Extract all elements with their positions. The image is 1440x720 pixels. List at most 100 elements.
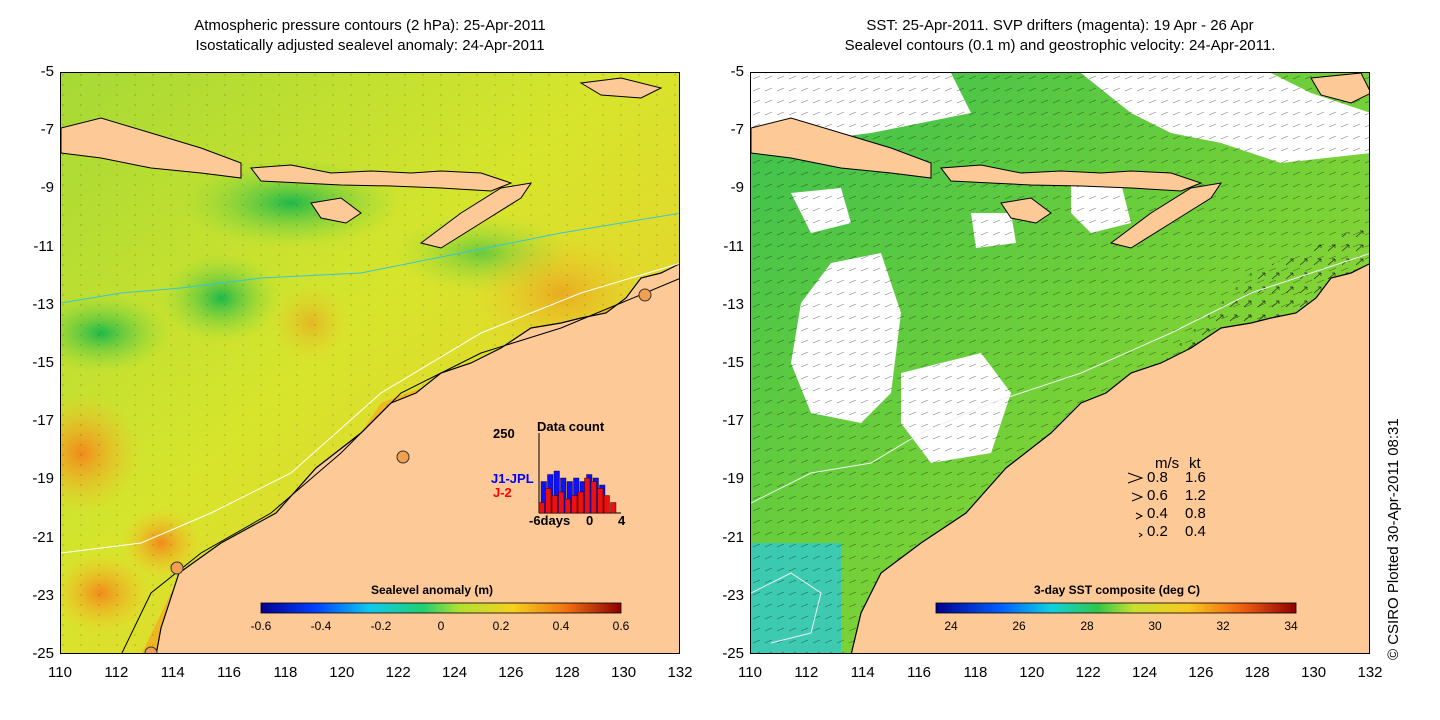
x-axis-label: 122	[385, 664, 411, 681]
legend-header-ms: m/s	[1155, 455, 1180, 472]
j2-series-label: J-2	[493, 485, 512, 500]
j2-count-bar	[597, 488, 604, 514]
legend-ms-1: 0.6	[1147, 487, 1168, 504]
y-axis-label: -23	[32, 586, 54, 604]
inset-xtick-4: 4	[618, 513, 626, 528]
java-island	[61, 117, 242, 179]
sealevel-anomaly-map: Data count 250 J1-JPL J-2 -6days 0 4 Sea…	[60, 72, 680, 654]
x-axis-label: 132	[667, 664, 693, 681]
j2-count-bar	[603, 495, 610, 514]
legend-header-kt: kt	[1189, 455, 1201, 472]
y-axis-label: -7	[730, 121, 744, 139]
y-axis-label: -11	[723, 237, 744, 255]
australia-landmass	[155, 263, 679, 653]
right-title-line2: Sealevel contours (0.1 m) and geostrophi…	[844, 37, 1276, 54]
j2-count-bar	[538, 502, 545, 514]
colorbar-tick-label: -0.2	[370, 619, 392, 633]
timor-island	[419, 182, 533, 249]
y-axis-label: -21	[722, 528, 744, 546]
right-colorbar-title: 3-day SST composite (deg C)	[1034, 583, 1201, 597]
x-axis-label: 126	[498, 664, 524, 681]
j2-count-bar	[558, 491, 565, 514]
sealevel-contour-line	[61, 263, 679, 554]
tide-station-marker[interactable]	[170, 561, 184, 575]
x-axis-label: 120	[329, 664, 355, 681]
colorbar-tick-label: 0.2	[492, 619, 510, 633]
x-axis-label: 110	[738, 664, 762, 681]
tide-station-marker[interactable]	[396, 450, 410, 464]
legend-kt-1: 1.2	[1185, 487, 1206, 504]
lesser-sunda-islands	[940, 164, 1203, 192]
x-axis-label: 130	[1301, 664, 1327, 681]
australia-landmass	[850, 263, 1369, 653]
colorbar-tick-label: 0.4	[552, 619, 570, 633]
credit-text: © CSIRO Plotted 30-Apr-2011 08:31	[1385, 418, 1402, 660]
colorbar-tick-label: 30	[1148, 619, 1162, 633]
legend-arrow-08	[1127, 472, 1144, 484]
tide-station-marker[interactable]	[144, 646, 158, 654]
right-map-title: SST: 25-Apr-2011. SVP drifters (magenta)…	[750, 16, 1370, 56]
colorbar-tick-label: 34	[1284, 619, 1298, 633]
colorbar-tick-label: -0.4	[310, 619, 332, 633]
x-axis-label: 118	[273, 664, 298, 681]
timor-island	[1109, 182, 1223, 249]
colorbar-tick-label: 26	[1012, 619, 1026, 633]
north-island	[579, 77, 663, 99]
north-island	[1310, 73, 1369, 104]
legend-kt-0: 1.6	[1185, 469, 1206, 486]
sealevel-contour-line	[751, 572, 822, 644]
j2-count-bar	[545, 488, 552, 514]
y-axis-label: -19	[32, 470, 54, 488]
j2-count-bar	[571, 495, 578, 514]
sumba-island	[310, 197, 362, 224]
colorbar-tick-label: 0	[437, 619, 445, 633]
left-map-title: Atmospheric pressure contours (2 hPa): 2…	[60, 16, 680, 56]
x-axis-label: 118	[963, 664, 988, 681]
y-axis-label: -25	[722, 645, 744, 662]
legend-arrow-02	[1138, 532, 1143, 538]
data-count-inset	[538, 433, 621, 514]
y-axis-label: -13	[722, 295, 744, 313]
y-axis-label: -15	[32, 354, 54, 371]
j2-count-bar	[577, 491, 584, 514]
y-axis-label: -7	[40, 121, 54, 139]
x-axis-label: 128	[554, 664, 580, 681]
y-axis-label: -23	[722, 586, 744, 604]
sst-colorbar	[935, 602, 1297, 614]
x-axis-label: 132	[1357, 664, 1383, 681]
y-axis-label: -13	[32, 295, 54, 313]
right-title-line1: SST: 25-Apr-2011. SVP drifters (magenta)…	[866, 17, 1254, 34]
y-axis-label: -5	[40, 63, 54, 80]
x-axis-label: 116	[217, 664, 242, 681]
x-axis-label: 112	[794, 664, 819, 681]
tide-station-marker[interactable]	[638, 288, 652, 302]
y-axis-label: -9	[40, 179, 54, 197]
colorbar-tick-label: -0.6	[250, 619, 272, 633]
x-axis-label: 126	[1188, 664, 1214, 681]
x-axis-label: 110	[48, 664, 72, 681]
colorbar-tick-label: 0.6	[612, 619, 630, 633]
sumba-island	[1000, 197, 1052, 224]
x-axis-label: 122	[1075, 664, 1101, 681]
x-axis-label: 120	[1019, 664, 1045, 681]
inset-ymax-label: 250	[493, 426, 515, 441]
left-colorbar-title: Sealevel anomaly (m)	[371, 583, 494, 597]
colorbar-tick-label: 24	[944, 619, 958, 633]
sealevel-contour-line	[751, 253, 1369, 504]
y-axis-label: -15	[722, 354, 744, 371]
legend-ms-2: 0.4	[1147, 505, 1168, 522]
x-axis-label: 124	[1132, 664, 1158, 681]
j1-series-label: J1-JPL	[491, 471, 534, 486]
sst-map-canvas	[751, 73, 1369, 653]
inset-xtick-0: 0	[586, 513, 594, 528]
inset-title: Data count	[537, 419, 605, 434]
colorbar-tick-label: 28	[1080, 619, 1094, 633]
legend-ms-3: 0.2	[1147, 523, 1168, 540]
legend-kt-2: 0.8	[1185, 505, 1206, 522]
sealevel-colorbar	[260, 602, 622, 614]
x-axis-label: 112	[104, 664, 129, 681]
legend-arrow-06	[1131, 492, 1144, 502]
y-axis-label: -25	[32, 645, 54, 662]
velocity-legend-arrows	[1127, 472, 1144, 538]
y-axis-label: -19	[722, 470, 744, 488]
